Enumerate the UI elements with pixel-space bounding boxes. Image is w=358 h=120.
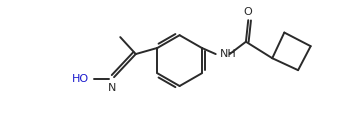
Text: O: O	[244, 7, 253, 17]
Text: NH: NH	[220, 49, 237, 59]
Text: N: N	[108, 83, 117, 93]
Text: HO: HO	[72, 75, 89, 84]
